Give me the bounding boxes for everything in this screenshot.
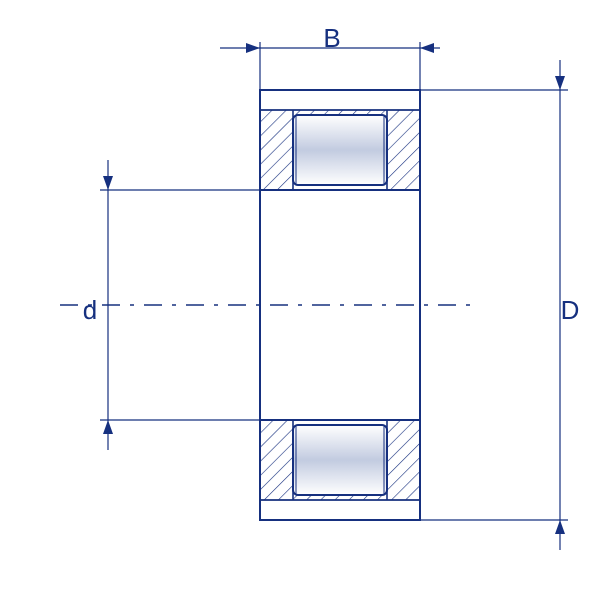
dimension-D-label: D: [561, 295, 580, 325]
roller-bottom: [293, 425, 387, 495]
roller-top: [293, 115, 387, 185]
bearing-cross-section: B Dd: [60, 23, 579, 550]
dimension-d-label: d: [83, 295, 97, 325]
dimension-B-label: B: [323, 23, 340, 53]
